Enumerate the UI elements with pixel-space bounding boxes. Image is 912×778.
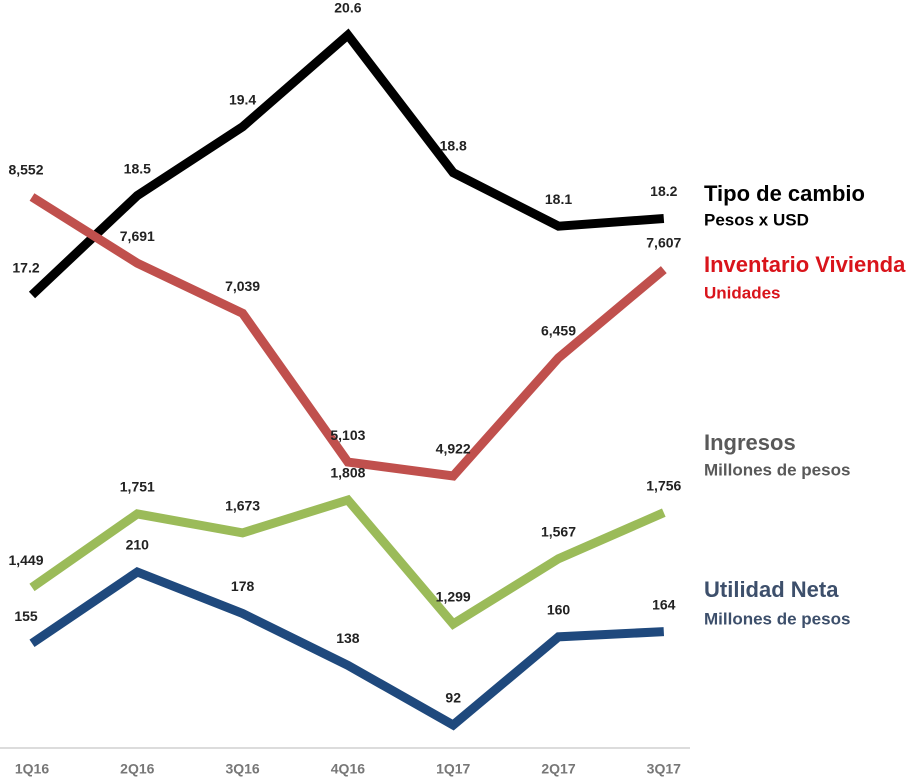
data-label: 7,039 [225, 278, 260, 294]
data-label: 4,922 [436, 441, 471, 457]
data-label: 210 [126, 537, 150, 553]
data-label: 1,449 [8, 552, 43, 568]
data-label: 92 [445, 690, 461, 706]
data-label: 18.1 [545, 191, 572, 207]
data-label: 1,567 [541, 523, 576, 539]
data-label: 18.8 [440, 137, 467, 153]
legend-name: Utilidad Neta [704, 577, 839, 602]
data-label: 6,459 [541, 323, 576, 339]
data-label: 18.5 [124, 160, 151, 176]
x-tick-label: 3Q17 [647, 761, 681, 777]
legend-unit: Millones de pesos [704, 609, 850, 628]
data-label: 20.6 [334, 0, 361, 16]
data-label: 1,673 [225, 498, 260, 514]
data-label: 1,751 [120, 479, 155, 495]
x-tick-label: 1Q17 [436, 761, 470, 777]
series-line [29, 193, 667, 481]
data-label: 155 [14, 608, 38, 624]
data-label: 1,299 [436, 589, 471, 605]
data-label: 178 [231, 578, 255, 594]
legend-unit: Pesos x USD [704, 210, 809, 229]
series-line [28, 28, 665, 299]
x-tick-label: 2Q16 [120, 761, 154, 777]
data-label: 18.2 [650, 183, 677, 199]
legend-unit: Millones de pesos [704, 460, 850, 479]
series-line [29, 566, 665, 731]
data-label: 7,607 [646, 234, 681, 250]
data-label: 164 [652, 596, 676, 612]
legend-name: Tipo de cambio [704, 181, 865, 206]
x-tick-label: 3Q16 [225, 761, 259, 777]
data-label: 7,691 [120, 228, 155, 244]
legend-unit: Unidades [704, 283, 781, 302]
x-tick-label: 4Q16 [331, 761, 365, 777]
x-tick-label: 1Q16 [15, 761, 49, 777]
data-label: 1,756 [646, 477, 681, 493]
data-label: 160 [547, 602, 571, 618]
data-label: 138 [336, 630, 360, 646]
data-label: 5,103 [330, 427, 365, 443]
legend-name: Ingresos [704, 430, 796, 455]
data-label: 8,552 [8, 162, 43, 178]
x-tick-label: 2Q17 [541, 761, 575, 777]
data-label: 1,808 [330, 465, 365, 481]
legend-name: Inventario Vivienda [704, 252, 906, 277]
series-line [29, 494, 666, 630]
data-label: 17.2 [12, 260, 39, 276]
data-label: 19.4 [229, 91, 256, 107]
